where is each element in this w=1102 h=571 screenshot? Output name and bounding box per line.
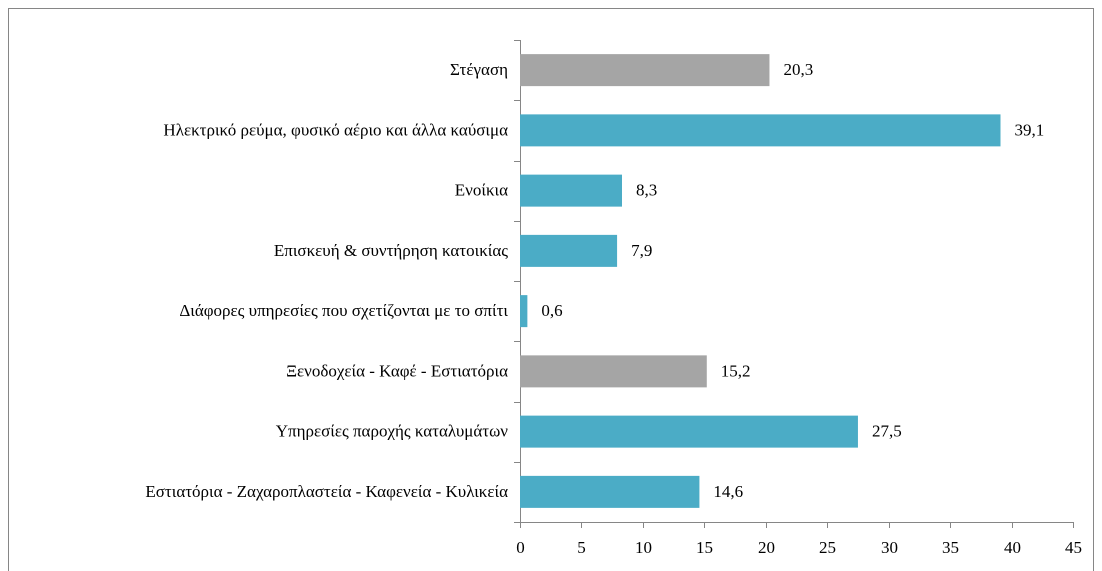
x-tick-label: 20: [758, 538, 775, 557]
bar: [520, 234, 618, 267]
x-tick-label: 40: [1004, 538, 1021, 557]
bar: [520, 355, 707, 388]
y-tick-label: Ξενοδοχεία - Καφέ - Εστιατόρια: [286, 361, 508, 380]
bar: [520, 174, 622, 207]
x-tick-label: 30: [881, 538, 898, 557]
y-tick-label: Διάφορες υπηρεσίες που σχετίζονται με το…: [179, 301, 508, 320]
x-tick-label: 45: [1065, 538, 1082, 557]
x-tick-label: 15: [696, 538, 713, 557]
value-label: 15,2: [721, 361, 751, 380]
x-tick-label: 0: [516, 538, 525, 557]
value-label: 20,3: [783, 60, 813, 79]
value-label: 27,5: [872, 422, 902, 441]
bar: [520, 295, 528, 328]
value-label: 8,3: [636, 181, 657, 200]
value-label: 7,9: [631, 241, 652, 260]
y-tick-label: Εστιατόρια - Ζαχαροπλαστεία - Καφενεία -…: [145, 482, 508, 501]
x-tick-label: 5: [577, 538, 586, 557]
y-tick-label: Ηλεκτρικό ρεύμα, φυσικό αέριο και άλλα κ…: [163, 120, 508, 139]
x-tick-label: 35: [942, 538, 959, 557]
y-tick-label: Επισκευή & συντήρηση κατοικίας: [274, 241, 508, 260]
y-tick-label: Υπηρεσίες παροχής καταλυμάτων: [276, 422, 509, 441]
bar: [520, 114, 1001, 147]
bar: [520, 475, 700, 508]
chart-frame: [8, 8, 1094, 571]
value-label: 39,1: [1014, 120, 1044, 139]
x-tick-label: 10: [635, 538, 652, 557]
bar: [520, 54, 770, 87]
bar: [520, 415, 858, 448]
x-tick-label: 25: [819, 538, 836, 557]
y-tick-label: Στέγαση: [450, 60, 508, 79]
value-label: 0,6: [541, 301, 562, 320]
value-label: 14,6: [713, 482, 743, 501]
y-tick-label: Ενοίκια: [455, 181, 508, 200]
